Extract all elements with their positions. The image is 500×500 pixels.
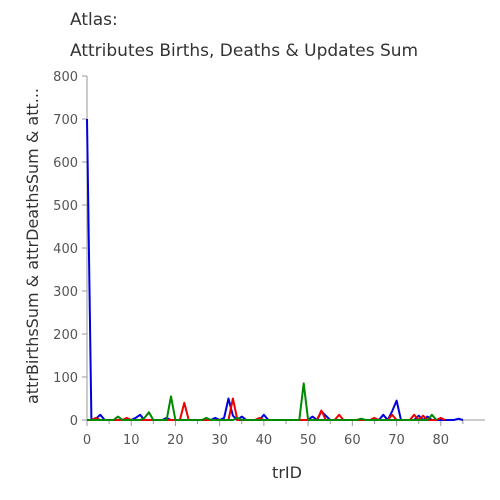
x-tick-label: 80 bbox=[433, 433, 450, 448]
x-tick-label: 20 bbox=[167, 433, 184, 448]
series-group bbox=[86, 118, 464, 421]
chart-title-line-1: Atlas: bbox=[70, 10, 118, 30]
y-tick-label: 500 bbox=[53, 199, 78, 214]
y-tick-label: 200 bbox=[53, 328, 78, 343]
y-tick-label: 700 bbox=[53, 113, 78, 128]
x-axis-label: trID bbox=[272, 463, 302, 482]
y-tick-label: 400 bbox=[53, 242, 78, 257]
x-tick-label: 0 bbox=[83, 433, 91, 448]
x-tick-label: 50 bbox=[300, 433, 317, 448]
x-tick-label: 70 bbox=[388, 433, 405, 448]
y-tick-label: 100 bbox=[53, 371, 78, 386]
series-line-0 bbox=[86, 118, 464, 421]
x-tick-label: 30 bbox=[211, 433, 228, 448]
y-tick-label: 0 bbox=[70, 414, 78, 429]
x-tick-label: 60 bbox=[344, 433, 361, 448]
y-axis-ticks: 0 100 200 300 400 500 600 700 800 bbox=[53, 70, 87, 429]
chart-title-line-2: Attributes Births, Deaths & Updates Sum bbox=[70, 41, 418, 61]
y-axis-label: attrBirthsSum & attrDeathsSum & att... bbox=[23, 88, 42, 404]
x-tick-label: 40 bbox=[256, 433, 273, 448]
y-tick-label: 800 bbox=[53, 70, 78, 85]
x-axis-ticks: 0 10 20 30 40 50 60 70 80 bbox=[83, 420, 464, 448]
series-line-2 bbox=[87, 382, 438, 421]
x-tick-label: 10 bbox=[123, 433, 140, 448]
y-tick-label: 600 bbox=[53, 156, 78, 171]
y-tick-label: 300 bbox=[53, 285, 78, 300]
